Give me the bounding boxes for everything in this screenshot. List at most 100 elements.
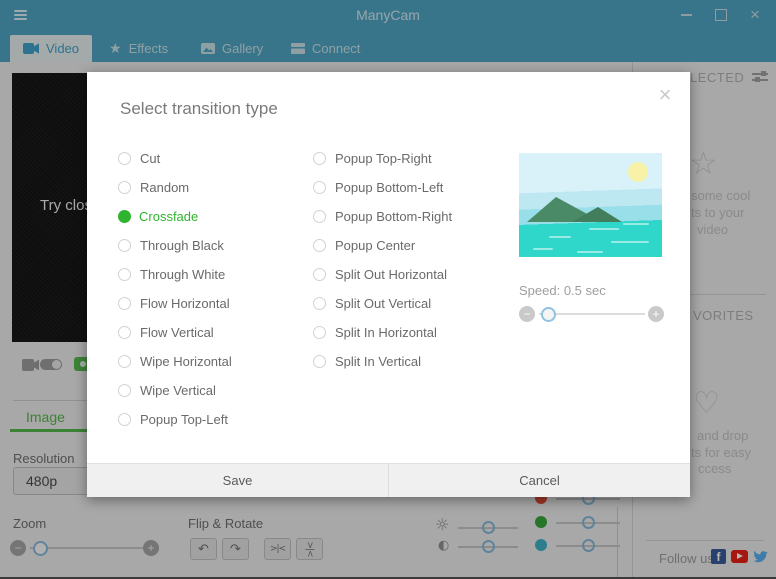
transition-option-split-out-vertical[interactable]: Split Out Vertical [313, 293, 452, 314]
transition-options-column-2: Popup Top-Right Popup Bottom-Left Popup Bo… [313, 148, 452, 380]
flip-vertical-button[interactable]: >|< [296, 538, 323, 560]
transition-option-label: Crossfade [139, 209, 199, 224]
maximize-button[interactable] [708, 0, 734, 30]
contrast-icon: ◐ [438, 538, 450, 553]
green-slider-handle[interactable] [582, 516, 595, 529]
transition-option-label: Cut [140, 151, 161, 166]
radio-icon[interactable] [118, 355, 131, 368]
transition-option-wipe-horizontal[interactable]: Wipe Horizontal [118, 351, 232, 372]
transition-option-popup-center[interactable]: Popup Center [313, 235, 452, 256]
radio-icon[interactable] [313, 181, 326, 194]
tab-image-underline [10, 429, 90, 432]
tab-image[interactable]: Image [26, 409, 65, 425]
transition-option-through-black[interactable]: Through Black [118, 235, 232, 256]
rotate-right-button[interactable]: ↷ [222, 538, 249, 560]
zoom-slider-handle[interactable] [33, 541, 48, 556]
brightness-icon: ☼ [435, 515, 450, 534]
sidebar-section-divider [648, 294, 766, 295]
transition-option-popup-bottom-right[interactable]: Popup Bottom-Right [313, 206, 452, 227]
radio-selected-icon[interactable] [118, 210, 131, 223]
tab-effects[interactable]: ★ Effects [96, 35, 181, 62]
transition-option-wipe-vertical[interactable]: Wipe Vertical [118, 380, 232, 401]
radio-icon[interactable] [118, 326, 131, 339]
star-icon: ★ [109, 40, 122, 57]
transition-option-split-out-horizontal[interactable]: Split Out Horizontal [313, 264, 452, 285]
minimize-button[interactable] [673, 0, 699, 30]
transition-option-label: Popup Bottom-Right [335, 209, 453, 224]
dialog-close-icon[interactable]: × [658, 82, 672, 107]
sun-shape [628, 162, 648, 182]
transition-option-label: Popup Bottom-Left [335, 180, 444, 195]
radio-icon[interactable] [118, 297, 131, 310]
zoom-slider-track[interactable] [30, 547, 143, 549]
transition-options-column-1: Cut Random Crossfade Through Black Through W… [118, 148, 232, 438]
transition-option-cut[interactable]: Cut [118, 148, 232, 169]
radio-icon[interactable] [118, 268, 131, 281]
transition-option-label: Through Black [140, 238, 224, 253]
transition-option-flow-horizontal[interactable]: Flow Horizontal [118, 293, 232, 314]
window-bottom-edge [0, 577, 776, 579]
speed-slider-handle[interactable] [541, 307, 556, 322]
radio-icon[interactable] [313, 210, 326, 223]
cancel-button[interactable]: Cancel [388, 464, 690, 497]
transition-option-popup-bottom-left[interactable]: Popup Bottom-Left [313, 177, 452, 198]
blue-slider-handle[interactable] [582, 539, 595, 552]
speed-plus-button[interactable]: + [648, 306, 664, 322]
camera-toggle[interactable] [40, 359, 62, 370]
green-channel-dot [535, 516, 547, 528]
facebook-icon[interactable]: f [711, 549, 726, 564]
radio-icon[interactable] [313, 326, 326, 339]
transition-option-split-in-vertical[interactable]: Split In Vertical [313, 351, 452, 372]
transition-option-flow-vertical[interactable]: Flow Vertical [118, 322, 232, 343]
transition-option-random[interactable]: Random [118, 177, 232, 198]
dialog-footer: Save Cancel [87, 463, 690, 497]
transition-option-popup-top-left[interactable]: Popup Top-Left [118, 409, 232, 430]
sidebar-favorites-header: VORITES [693, 308, 754, 323]
zoom-minus-button[interactable]: − [10, 540, 26, 556]
transition-option-through-white[interactable]: Through White [118, 264, 232, 285]
radio-icon[interactable] [118, 413, 131, 426]
speed-minus-button[interactable]: − [519, 306, 535, 322]
youtube-icon[interactable] [731, 550, 748, 563]
radio-icon[interactable] [313, 297, 326, 310]
brightness-slider-handle[interactable] [482, 521, 495, 534]
radio-icon[interactable] [118, 384, 131, 397]
tab-connect[interactable]: Connect [278, 35, 373, 62]
speed-label: Speed: 0.5 sec [519, 283, 606, 298]
radio-icon[interactable] [313, 268, 326, 281]
titlebar: ManyCam × [0, 0, 776, 30]
hamburger-menu-icon[interactable] [14, 10, 27, 22]
zoom-plus-button[interactable]: + [143, 540, 159, 556]
follow-us-label: Follow us [659, 551, 714, 566]
transition-option-label: Popup Top-Left [140, 412, 228, 427]
speed-slider-track[interactable] [539, 313, 645, 315]
window-title: ManyCam [356, 7, 420, 23]
rotate-left-button[interactable]: ↶ [190, 538, 217, 560]
radio-icon[interactable] [313, 239, 326, 252]
radio-icon[interactable] [118, 239, 131, 252]
flip-horizontal-button[interactable]: >|< [264, 538, 291, 560]
radio-icon[interactable] [313, 152, 326, 165]
tab-gallery[interactable]: Gallery [188, 35, 276, 62]
twitter-icon[interactable] [752, 550, 768, 568]
transition-option-label: Popup Center [335, 238, 416, 253]
transition-option-popup-top-right[interactable]: Popup Top-Right [313, 148, 452, 169]
save-button[interactable]: Save [222, 473, 253, 488]
close-window-button[interactable]: × [750, 5, 760, 24]
radio-icon[interactable] [118, 181, 131, 194]
radio-icon[interactable] [118, 152, 131, 165]
transition-option-label: Split In Horizontal [335, 325, 437, 340]
contrast-slider-handle[interactable] [482, 540, 495, 553]
transition-option-crossfade[interactable]: Crossfade [118, 206, 232, 227]
selected-hint-line: ts to your [691, 205, 745, 220]
tab-video[interactable]: Video [10, 35, 93, 62]
transition-option-label: Split In Vertical [335, 354, 421, 369]
transition-option-label: Popup Top-Right [335, 151, 432, 166]
radio-icon[interactable] [313, 355, 326, 368]
filter-settings-icon[interactable] [752, 71, 768, 83]
sidebar-selected-header: LECTED [690, 70, 745, 85]
camera-source-icon[interactable] [22, 359, 39, 371]
snapshot-camera-icon[interactable] [74, 357, 90, 371]
transition-option-split-in-horizontal[interactable]: Split In Horizontal [313, 322, 452, 343]
